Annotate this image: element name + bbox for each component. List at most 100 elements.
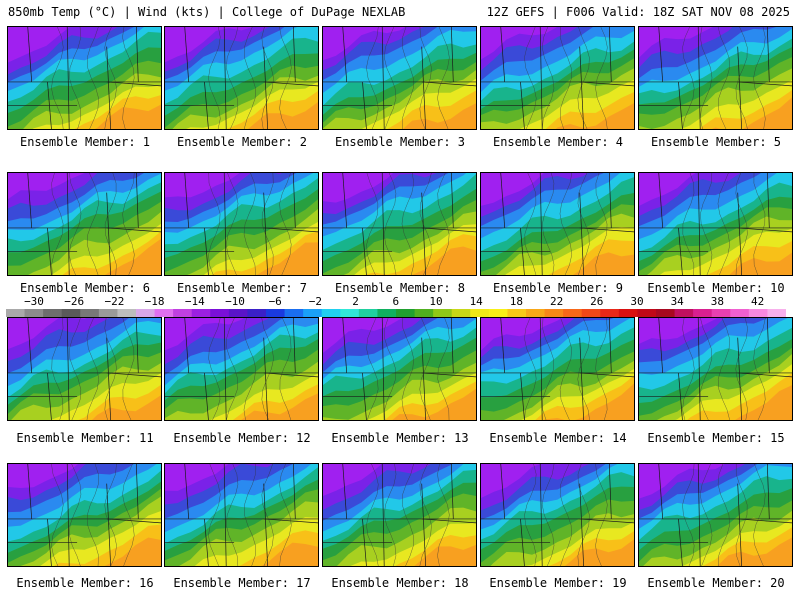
colorbar-tick-label: 2: [352, 295, 359, 308]
colorbar-swatch: [414, 309, 434, 317]
colorbar-tick-label: 26: [590, 295, 604, 308]
colorbar-tick-label: −14: [184, 295, 205, 308]
colorbar-swatch: [488, 309, 508, 317]
colorbar-swatch: [767, 309, 786, 317]
ensemble-member-label: Ensemble Member: 8: [334, 281, 466, 295]
ensemble-member-map: [164, 317, 319, 421]
ensemble-member-map: [480, 317, 635, 421]
model-run-info: 12Z GEFS | F006 Valid: 18Z SAT NOV 08 20…: [486, 5, 790, 19]
ensemble-member-label: Ensemble Member: 12: [173, 431, 311, 445]
map-title: 850mb Temp (°C) | Wind (kts) | College o…: [8, 5, 406, 19]
ensemble-member-map: [638, 317, 793, 421]
colorbar-swatch: [581, 309, 601, 317]
colorbar-tick-label: −2: [308, 295, 323, 308]
ensemble-member-label: Ensemble Member: 16: [16, 576, 154, 590]
ensemble-member-map: [638, 463, 793, 567]
colorbar-swatch: [526, 309, 546, 317]
colorbar-swatch: [451, 309, 471, 317]
colorbar-tick-label: 38: [710, 295, 725, 308]
ensemble-member-map: [480, 172, 635, 276]
colorbar-swatch: [303, 309, 323, 317]
colorbar-tick-label: −10: [225, 295, 245, 308]
colorbar-swatch: [730, 309, 750, 317]
colorbar-tick-label: 30: [630, 295, 644, 308]
colorbar-swatch: [433, 309, 453, 317]
colorbar-swatch: [563, 309, 583, 317]
ensemble-member-label: Ensemble Member: 10: [647, 281, 785, 295]
ensemble-member-map: [7, 172, 162, 276]
ensemble-member-label: Ensemble Member: 13: [331, 431, 469, 445]
colorbar-swatch: [396, 309, 416, 317]
ensemble-member-label: Ensemble Member: 5: [650, 135, 782, 149]
colorbar-swatch: [173, 309, 193, 317]
ensemble-member-map: [480, 463, 635, 567]
colorbar-swatch: [321, 309, 341, 317]
colorbar-swatch: [693, 309, 713, 317]
ensemble-member-label: Ensemble Member: 14: [489, 431, 627, 445]
ensemble-member-map: [322, 172, 477, 276]
colorbar-tick-label: −22: [104, 295, 125, 308]
colorbar-swatch: [748, 309, 768, 317]
ensemble-member-label: Ensemble Member: 17: [173, 576, 311, 590]
ensemble-member-label: Ensemble Member: 1: [19, 135, 151, 149]
ensemble-member-label: Ensemble Member: 15: [647, 431, 785, 445]
colorbar-tick-labels: −30 −26 −22 −18 −14 −10 −6 −2 2 6 10 14 18 22 26 30 34 38…: [0, 296, 800, 309]
ensemble-member-map: [480, 26, 635, 130]
colorbar-swatch: [191, 309, 211, 317]
colorbar-swatch: [136, 309, 156, 317]
colorbar-tick-label: −30: [24, 295, 44, 308]
colorbar-swatch: [340, 309, 360, 317]
colorbar-tick-label: 10: [429, 295, 443, 308]
colorbar-swatch: [674, 309, 694, 317]
ensemble-member-label: Ensemble Member: 18: [331, 576, 469, 590]
colorbar-swatch: [154, 309, 174, 317]
colorbar-tick-label: 18: [509, 295, 524, 308]
colorbar-tick-label: 14: [469, 295, 483, 308]
colorbar-swatch: [80, 309, 100, 317]
colorbar-swatch: [24, 309, 44, 317]
colorbar-swatch: [358, 309, 378, 317]
colorbar-swatch: [98, 309, 118, 317]
ensemble-member-map: [7, 463, 162, 567]
temperature-colorbar: [6, 309, 786, 317]
ensemble-member-map: [322, 463, 477, 567]
ensemble-member-map: [7, 26, 162, 130]
colorbar-tick-label: 22: [549, 295, 564, 308]
ensemble-member-map: [322, 26, 477, 130]
ensemble-member-map: [7, 317, 162, 421]
ensemble-member-label: Ensemble Member: 20: [647, 576, 785, 590]
colorbar-swatch: [637, 309, 657, 317]
colorbar-swatch: [618, 309, 638, 317]
ensemble-member-map: [638, 172, 793, 276]
colorbar-swatch: [117, 309, 137, 317]
colorbar-tick-label: 34: [670, 295, 684, 308]
ensemble-member-label: Ensemble Member: 3: [334, 135, 466, 149]
ensemble-member-map: [638, 26, 793, 130]
colorbar-tick-label: 42: [750, 295, 765, 308]
ensemble-member-map: [164, 172, 319, 276]
colorbar-swatch: [711, 309, 731, 317]
colorbar-swatch: [284, 309, 304, 317]
ensemble-member-label: Ensemble Member: 2: [176, 135, 308, 149]
ensemble-member-map: [322, 317, 477, 421]
colorbar-tick-label: 6: [392, 295, 400, 308]
ensemble-member-label: Ensemble Member: 4: [492, 135, 624, 149]
ensemble-member-label: Ensemble Member: 6: [19, 281, 151, 295]
colorbar-swatch: [377, 309, 397, 317]
colorbar-swatch: [61, 309, 81, 317]
colorbar-swatch: [6, 309, 26, 317]
colorbar-swatch: [210, 309, 230, 317]
ensemble-member-label: Ensemble Member: 9: [492, 281, 624, 295]
colorbar-swatch: [600, 309, 620, 317]
colorbar-swatch: [43, 309, 63, 317]
colorbar-tick-label: −26: [64, 295, 85, 308]
colorbar-tick-label: −18: [144, 295, 165, 308]
ensemble-member-label: Ensemble Member: 19: [489, 576, 627, 590]
colorbar-swatch: [544, 309, 564, 317]
ensemble-member-label: Ensemble Member: 11: [16, 431, 154, 445]
colorbar-swatch: [656, 309, 676, 317]
ensemble-member-map: [164, 26, 319, 130]
colorbar-swatch: [470, 309, 490, 317]
colorbar-swatch: [266, 309, 286, 317]
colorbar-swatch: [247, 309, 267, 317]
